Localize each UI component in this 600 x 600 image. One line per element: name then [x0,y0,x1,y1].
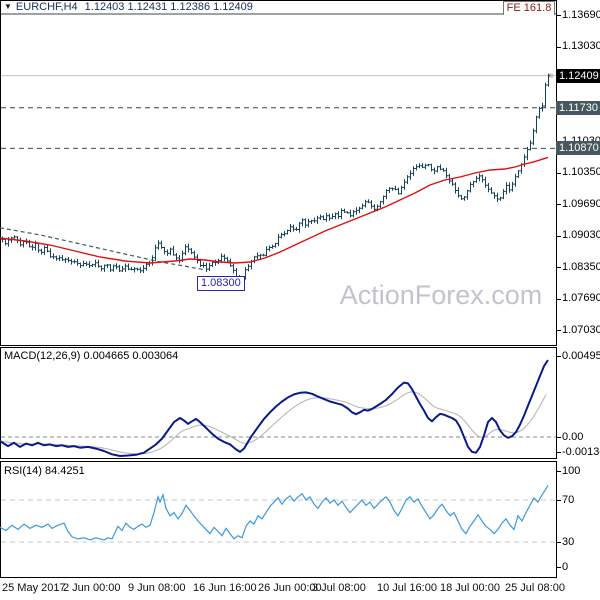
macd-main-line [0,359,549,457]
price-axis-tick [556,235,561,237]
macd-signal-line [0,391,547,455]
rsi-axis-label: 30 [562,535,575,548]
price-axis-tick [556,46,561,48]
macd-axis-label: 0.00 [562,430,584,443]
current-price-marker [549,73,553,78]
collapse-triangle-icon: ▼ [4,2,12,11]
price-badge-level: 1.10870 [556,141,600,156]
time-axis-label: 26 Jun 00:00 [258,582,322,594]
low-price-tag: 1.08300 [197,276,245,291]
price-badge-current: 1.12409 [556,68,600,83]
time-axis-label: 16 Jun 16:00 [193,582,257,594]
ohlc-quotes-label: 1.12403 1.12431 1.12386 1.12409 [84,1,253,13]
macd-indicator-label: MACD(12,26,9) 0.004665 0.003064 [4,350,179,362]
price-axis-tick [556,204,561,205]
price-axis-label: 1.13690 [562,8,600,21]
price-axis-label: 1.09690 [562,197,600,210]
price-axis-tick [556,15,561,16]
rsi-axis-label: 100 [562,464,581,477]
ma-slow-dashed-line [0,227,206,271]
rsi-axis-label: 0 [562,560,569,573]
price-axis-label: 1.07030 [562,323,600,336]
price-axis-tick [556,172,561,174]
price-badge-level: 1.11730 [556,100,600,115]
watermark: ActionForex.com [340,280,543,310]
time-axis-label: 10 Jul 16:00 [377,582,437,594]
price-axis-tick [556,330,561,331]
ma-fast-red-line [0,156,549,264]
price-axis-label: 1.08350 [562,260,600,273]
macd-panel-border [0,347,557,459]
time-axis-label: 25 May 2017 [2,582,66,594]
rsi-axis-tick [556,567,561,568]
price-axis-label: 1.13030 [562,40,600,52]
rsi-axis-tick [556,471,561,472]
rsi-indicator-label: RSI(14) 84.4251 [4,465,85,477]
time-axis-label: 3 Jul 08:00 [312,582,366,594]
time-axis-label: 2 Jun 00:00 [63,582,121,594]
macd-axis-tick [556,437,561,438]
time-axis-label: 18 Jul 00:00 [440,582,500,594]
price-axis-label: 1.09030 [562,229,600,241]
rsi-axis-tick [556,542,561,543]
ohlc-bars [1,73,550,284]
macd-axis-label: 0.004952 [562,349,600,362]
macd-axis-tick [556,452,561,453]
macd-axis-tick [556,356,561,357]
rsi-axis-tick [556,500,561,501]
price-axis-label: 1.07690 [562,292,600,304]
price-axis-label: 1.10350 [562,166,600,178]
price-axis-tick [556,298,561,300]
rsi-axis-label: 70 [562,493,575,506]
time-axis-label: 25 Jul 08:00 [505,582,565,594]
chart-title: ▼ EURCHF,H4 1.12403 1.12431 1.12386 1.1240… [4,1,253,13]
rsi-line [0,485,549,541]
rsi-panel-border [0,461,557,578]
fib-expansion-label: FE 161.8 [503,1,555,15]
macd-axis-label: -0.001367 [562,445,600,458]
symbol-period-label: EURCHF,H4 [15,1,78,13]
price-axis-tick [556,267,561,268]
time-axis-label: 9 Jun 08:00 [128,582,186,594]
